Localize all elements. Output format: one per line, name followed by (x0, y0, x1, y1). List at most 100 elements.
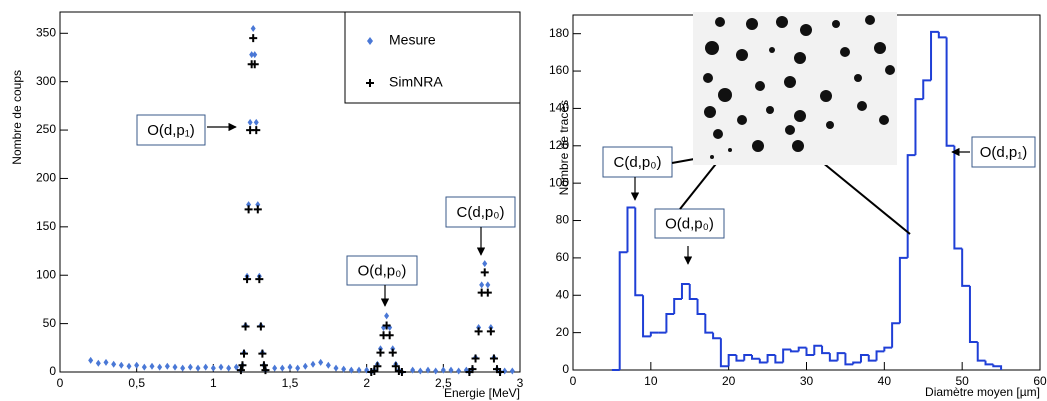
point (471, 354, 480, 363)
histogram-bin (976, 341, 986, 362)
y-tick-label: 80 (556, 213, 570, 227)
y-tick-label: 100 (36, 267, 56, 281)
y-tick-label: 350 (36, 25, 56, 39)
annotation: C(d,p₀) (457, 204, 505, 221)
histogram-bin (914, 98, 924, 156)
x-axis-title: Energie [MeV] (444, 386, 520, 400)
point (397, 368, 406, 376)
histogram-bin (836, 352, 846, 361)
point (241, 322, 250, 331)
point (226, 364, 232, 372)
x-tick-label: 0 (570, 374, 577, 388)
point (261, 366, 270, 375)
histogram-bin (797, 346, 807, 352)
point (325, 361, 331, 369)
histogram-bin (813, 344, 823, 356)
histogram-bin (719, 338, 729, 368)
point (433, 367, 439, 375)
histogram-bin (789, 349, 799, 353)
histogram-bin (930, 30, 939, 81)
annotation-box (654, 208, 725, 239)
point (479, 281, 485, 289)
point (348, 366, 354, 374)
x-tick-label: 40 (878, 374, 892, 388)
point (252, 51, 258, 59)
point (236, 366, 245, 375)
histogram-bin (898, 256, 908, 324)
point (456, 367, 462, 375)
histogram-bin (844, 353, 854, 366)
y-tick-label: 250 (36, 122, 56, 136)
point (480, 268, 489, 277)
legend-box (344, 11, 521, 104)
point (250, 24, 256, 32)
point (468, 365, 477, 374)
histogram-bin (735, 355, 745, 362)
point (385, 331, 394, 340)
point (376, 348, 385, 357)
y-tick-label: 50 (43, 316, 57, 330)
annotation: O(d,p₀) (665, 215, 714, 232)
histogram-bin (751, 355, 760, 360)
histogram-bin (984, 360, 994, 366)
point (134, 361, 140, 369)
x-axis-title: Diamètre moyen [µm] (925, 385, 1040, 399)
point (482, 260, 488, 268)
point (253, 118, 259, 126)
histogram-bin (704, 313, 714, 334)
legend-label: Mesure (389, 32, 436, 48)
point (496, 368, 505, 376)
point (333, 364, 339, 372)
histogram-bin (782, 348, 791, 363)
histogram-bin (626, 206, 636, 253)
histogram-bin (673, 298, 682, 314)
point (247, 118, 253, 126)
inset-photo (693, 12, 897, 165)
point (255, 201, 261, 209)
histogram-bin (688, 284, 698, 300)
histogram-bin (945, 37, 955, 147)
point (126, 362, 132, 370)
x-tick-label: 20 (722, 374, 736, 388)
x-tick-label: 1 (210, 376, 217, 390)
annotation: O(d,p₁) (980, 144, 1028, 161)
histogram-bin (758, 358, 768, 364)
histogram-bin (891, 322, 900, 348)
y-tick-label: 0 (49, 364, 56, 378)
point (509, 367, 515, 375)
histogram-bin (992, 364, 1003, 370)
point (279, 364, 285, 372)
histogram-bin (680, 283, 690, 299)
point (486, 327, 495, 336)
histogram-bin (634, 207, 644, 297)
point (172, 363, 178, 371)
x-tick-label: 0 (57, 376, 64, 390)
point (295, 364, 301, 372)
point (382, 321, 391, 330)
histogram-bin (712, 332, 721, 340)
histogram-bin (961, 248, 970, 287)
annotation: O(d,p₁) (147, 122, 195, 139)
point (425, 366, 431, 374)
point (341, 365, 347, 373)
y-tick-label: 120 (549, 138, 569, 152)
point (474, 327, 483, 336)
point (483, 288, 492, 297)
point (157, 363, 163, 371)
point (203, 363, 209, 371)
point (252, 126, 261, 135)
point (210, 364, 216, 372)
legend-marker (366, 79, 374, 87)
annotation: C(d,p₀) (614, 154, 662, 171)
point (318, 358, 324, 366)
point (485, 281, 491, 289)
point (259, 361, 268, 370)
histogram-bin (805, 347, 815, 357)
x-tick-label: 1,5 (282, 376, 299, 390)
annotation-box (136, 114, 206, 146)
histogram-bin (696, 299, 706, 315)
histogram-bin (883, 346, 893, 352)
point (302, 362, 308, 370)
y-tick-label: 20 (556, 325, 570, 339)
histogram-bin (665, 312, 675, 333)
